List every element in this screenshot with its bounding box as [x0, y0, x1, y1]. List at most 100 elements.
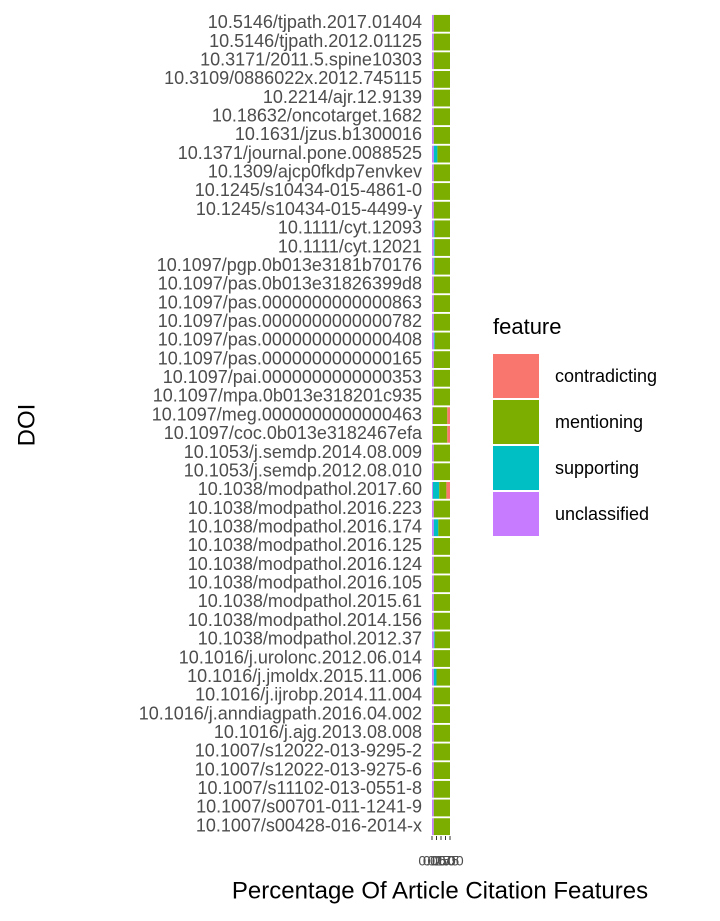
bar-segment: [432, 519, 434, 537]
bar-segment: [433, 575, 450, 593]
bar-segment: [433, 780, 450, 798]
y-tick-label: 10.1038/modpathol.2016.105: [188, 573, 422, 593]
bar-segment: [432, 351, 434, 369]
y-tick-label: 10.1007/s12022-013-9275-6: [195, 759, 422, 779]
bar-segment: [433, 668, 437, 686]
bar-segment: [433, 818, 450, 836]
y-tick-label: 10.1309/ajcp0fkdp7envkev: [208, 162, 422, 182]
bar-segment: [433, 556, 450, 574]
bar-segment: [433, 500, 450, 518]
bar-segment: [432, 127, 434, 144]
bar-segment: [433, 444, 450, 462]
legend-key: [493, 492, 539, 536]
bar-segment: [433, 33, 450, 51]
bar-segment: [432, 89, 434, 107]
bar-segment: [433, 276, 450, 294]
x-tick-label: 1.00: [436, 853, 463, 869]
bar-segment: [433, 369, 450, 387]
x-axis-title: Percentage Of Article Citation Features: [232, 877, 648, 904]
bar-segment: [433, 220, 435, 238]
y-tick-label: 10.1053/j.semdp.2014.08.009: [184, 442, 422, 462]
y-tick-label: 10.1007/s00428-016-2014-x: [196, 815, 422, 835]
y-tick-label: 10.1097/pas.0000000000000165: [158, 348, 422, 368]
y-tick-label: 10.1053/j.semdp.2012.08.010: [184, 460, 422, 480]
legend-label: mentioning: [555, 412, 643, 432]
bar-segment: [433, 239, 435, 256]
bar-segment: [432, 687, 434, 705]
bar-segment: [432, 295, 434, 312]
y-tick-label: 10.1038/modpathol.2015.61: [198, 591, 422, 611]
bar-segment: [433, 14, 450, 32]
bar-segment: [433, 743, 450, 761]
bar-segment: [432, 220, 434, 238]
bar-segment: [433, 295, 450, 312]
bar-segment: [433, 257, 435, 275]
y-tick-label: 10.1111/cyt.12093: [278, 218, 422, 238]
bar-segment: [432, 724, 434, 742]
bar-segment: [432, 500, 434, 518]
y-tick-label: 10.1245/s10434-015-4499-y: [196, 199, 422, 219]
bar-segment: [433, 127, 450, 144]
bar-segment: [432, 313, 434, 331]
y-tick-label: 10.1097/meg.0000000000000463: [152, 404, 422, 424]
bar-segment: [436, 668, 450, 686]
bar-segment: [432, 818, 434, 836]
bar-segment: [438, 519, 450, 537]
bar-segment: [433, 89, 450, 107]
y-tick-label: 10.1038/modpathol.2017.60: [198, 479, 422, 499]
y-axis-title: DOI: [13, 404, 40, 447]
bar-segment: [433, 706, 450, 723]
y-tick-label: 10.1245/s10434-015-4861-0: [195, 180, 422, 200]
bar-segment: [433, 70, 450, 88]
bar-segment: [432, 556, 434, 574]
bar-segment: [432, 369, 434, 387]
legend-title: feature: [493, 314, 562, 339]
y-tick-label: 10.1016/j.ijrobp.2014.11.004: [195, 685, 422, 705]
y-tick-label: 10.1097/pas.0000000000000863: [158, 292, 422, 312]
y-tick-label: 10.1038/modpathol.2016.223: [188, 498, 422, 518]
bar-segment: [433, 351, 450, 369]
legend-key: [493, 400, 539, 444]
bar-segment: [432, 444, 434, 462]
bar-segment: [433, 183, 450, 200]
bar-segment: [433, 799, 450, 817]
bar-segment: [432, 257, 434, 275]
bar-segment: [432, 407, 433, 425]
bar-segment: [433, 519, 439, 537]
y-tick-label: 10.1038/modpathol.2016.124: [188, 554, 422, 574]
bar-segment: [432, 407, 448, 425]
bar-segment: [432, 762, 434, 780]
bar-segment: [432, 743, 434, 761]
bar-segment: [432, 239, 434, 256]
legend-key: [493, 354, 539, 398]
x-tick-label: 0.75: [432, 853, 459, 869]
bar-segment: [433, 332, 435, 350]
x-tick-label: 0.25: [423, 853, 450, 869]
bar-segment: [432, 575, 434, 593]
bar-segment: [439, 481, 447, 499]
bar-segment: [434, 220, 450, 238]
y-tick-label: 10.5146/tjpath.2012.01125: [209, 31, 422, 51]
y-tick-label: 10.1097/pas.0000000000000408: [158, 330, 422, 350]
y-tick-label: 10.1111/cyt.12021: [278, 236, 422, 256]
bar-segment: [433, 687, 450, 705]
bar-segment: [434, 257, 450, 275]
bar-segment: [432, 183, 434, 200]
bar-segment: [432, 650, 434, 667]
bar-segment: [432, 70, 434, 88]
bar-segment: [432, 276, 434, 294]
bar-segment: [433, 145, 438, 163]
bar-segment: [433, 650, 450, 667]
bar-segment: [437, 145, 450, 163]
bar-segment: [432, 425, 433, 443]
bar-segment: [432, 145, 434, 163]
y-tick-label: 10.18632/oncotarget.1682: [212, 106, 422, 126]
bar-segment: [432, 33, 434, 51]
bar-segment: [433, 463, 450, 481]
y-tick-label: 10.5146/tjpath.2017.01404: [208, 12, 422, 32]
bar-segment: [432, 425, 448, 443]
bar-segment: [434, 239, 450, 256]
bar-segment: [433, 612, 450, 630]
bar-segment: [433, 762, 450, 780]
